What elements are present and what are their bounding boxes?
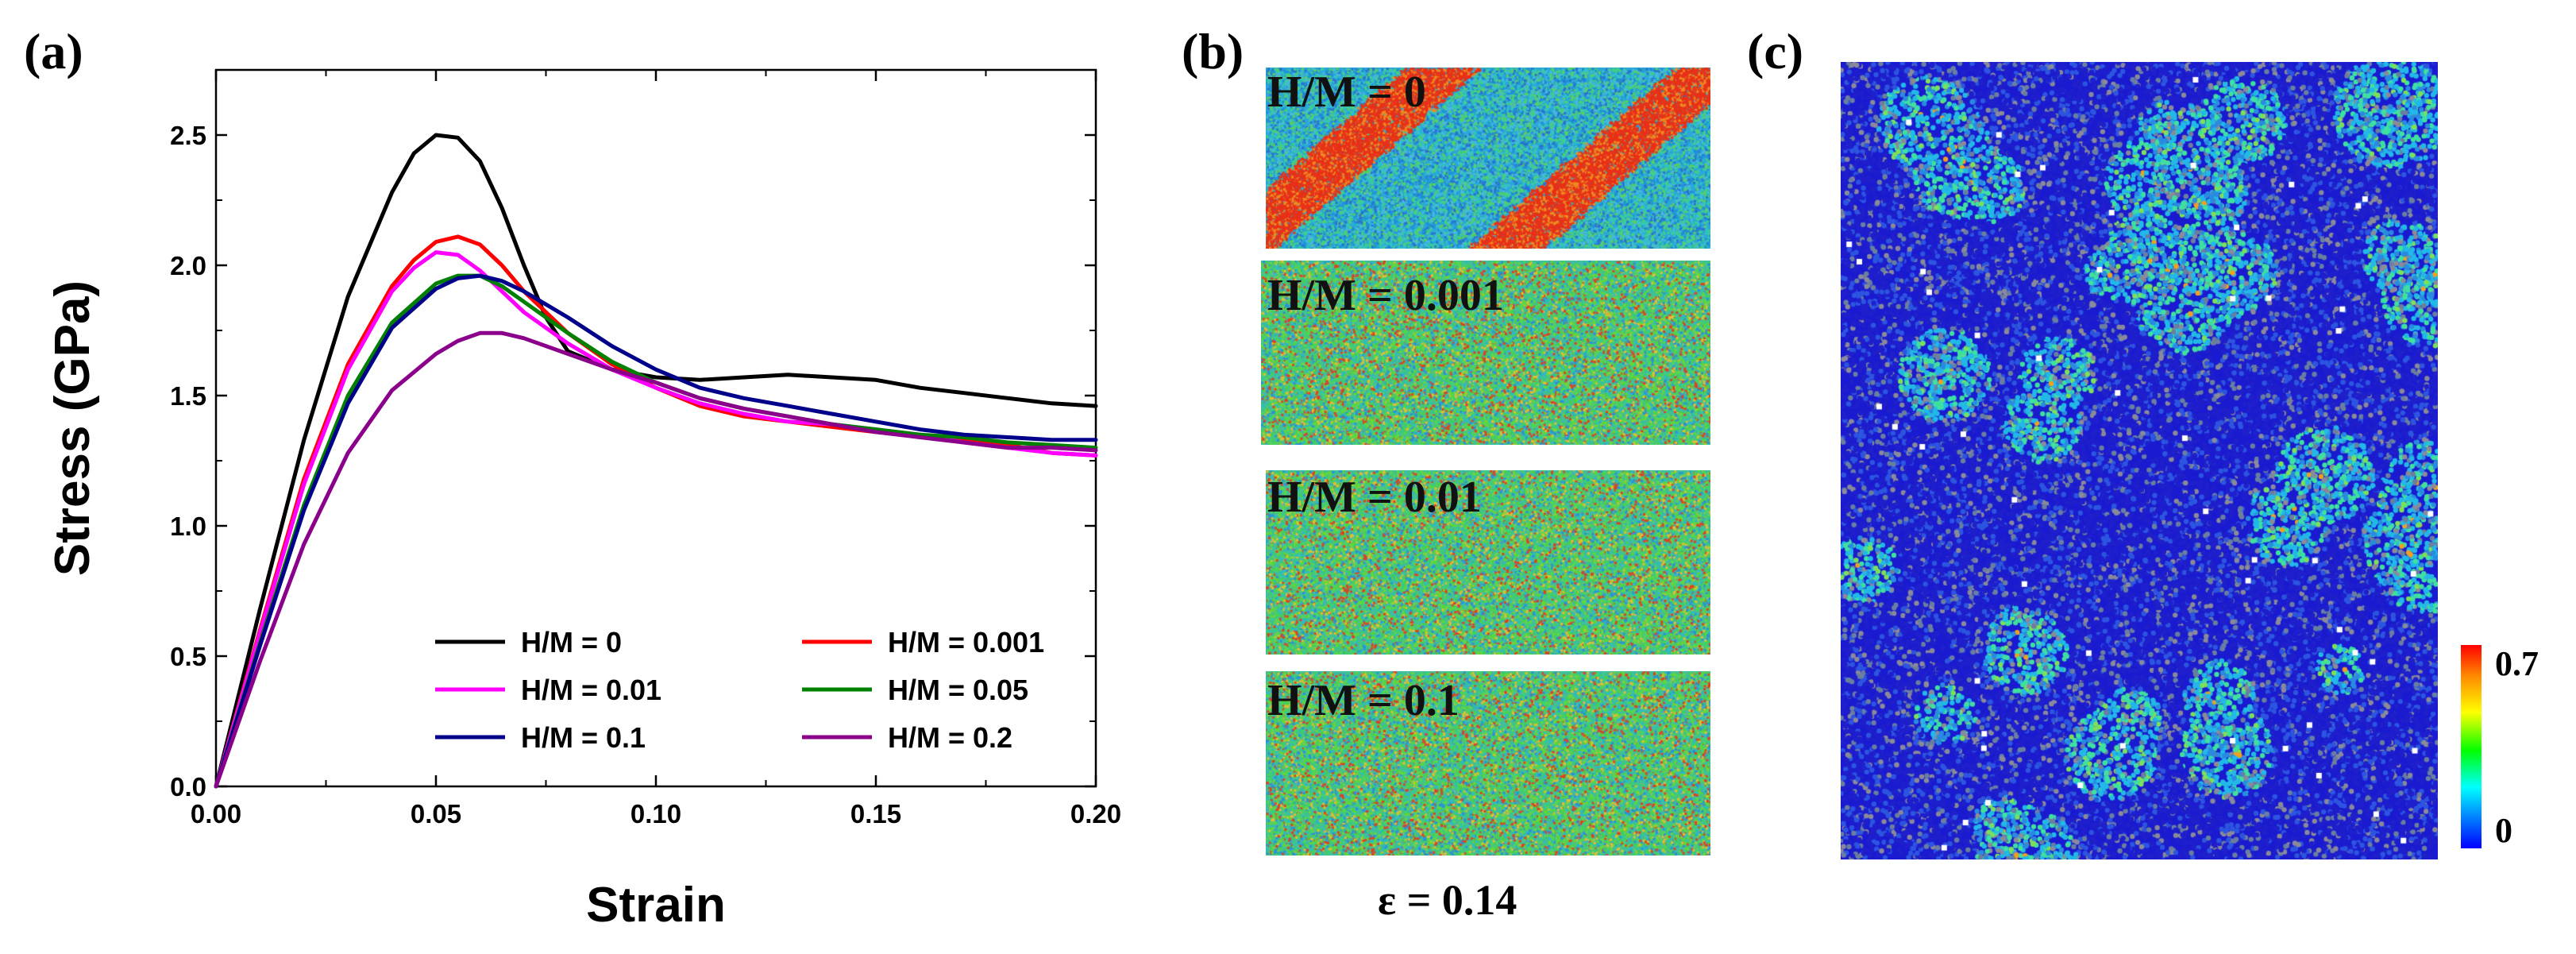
map-hm-0-001 — [1261, 261, 1710, 445]
strain-label: ε = 0.14 — [1378, 876, 1517, 924]
colorbar-max-label: 0.7 — [2495, 644, 2539, 683]
panel-label-a: (a) — [24, 23, 83, 79]
legend-label-1: H/M = 0.001 — [888, 626, 1044, 659]
legend-label-4: H/M = 0.1 — [521, 721, 646, 754]
x-tick-label: 0.20 — [1070, 799, 1121, 828]
atomic-map — [1841, 62, 2438, 859]
map-hm-0-image — [1266, 68, 1710, 249]
y-tick-label: 2.0 — [170, 251, 206, 280]
map-title-hm-0: H/M = 0 — [1267, 68, 1426, 117]
x-tick-label: 0.00 — [191, 799, 241, 828]
legend-label-2: H/M = 0.01 — [521, 674, 661, 706]
map-hm-0-1-image — [1266, 671, 1710, 856]
atomic-map-image — [1841, 62, 2438, 859]
x-tick-label: 0.10 — [631, 799, 681, 828]
y-axis-title: Stress (GPa) — [45, 280, 100, 576]
y-tick-label: 0.5 — [170, 642, 206, 671]
map-hm-0 — [1266, 68, 1710, 249]
map-title-hm-0-1: H/M = 0.1 — [1267, 676, 1460, 725]
y-tick-label: 0.0 — [170, 772, 206, 801]
x-tick-label: 0.05 — [411, 799, 461, 828]
colorbar-min-label: 0 — [2495, 811, 2512, 850]
y-tick-label: 1.5 — [170, 381, 206, 411]
map-title-hm-0-01: H/M = 0.01 — [1267, 473, 1482, 522]
panel-label-b: (b) — [1182, 23, 1244, 79]
map-title-hm-0-001: H/M = 0.001 — [1267, 271, 1504, 320]
map-hm-0-01-image — [1266, 470, 1710, 655]
x-tick-label: 0.15 — [850, 799, 901, 828]
legend-label-0: H/M = 0 — [521, 626, 622, 659]
series-line-5 — [214, 330, 1098, 789]
series-line-0 — [214, 133, 1098, 789]
colorbar — [2461, 645, 2482, 848]
legend-label-3: H/M = 0.05 — [888, 674, 1028, 706]
y-tick-label: 2.5 — [170, 121, 206, 150]
panel-label-c: (c) — [1747, 23, 1804, 79]
series-line-3 — [214, 273, 1098, 789]
chart-a-plot: 0.00 0.05 0.10 0.15 0.20 0.0 0.5 1.0 1.5 2.0 2.5 St… — [45, 68, 1121, 933]
map-hm-0-001-image — [1261, 261, 1710, 445]
y-tick-label: 1.0 — [170, 512, 206, 541]
series-line-2 — [214, 250, 1098, 789]
map-hm-0-1 — [1266, 671, 1710, 856]
x-axis-title: Strain — [586, 878, 726, 933]
series-line-4 — [214, 273, 1098, 789]
map-hm-0-01 — [1266, 470, 1710, 655]
legend-label-5: H/M = 0.2 — [888, 721, 1012, 754]
